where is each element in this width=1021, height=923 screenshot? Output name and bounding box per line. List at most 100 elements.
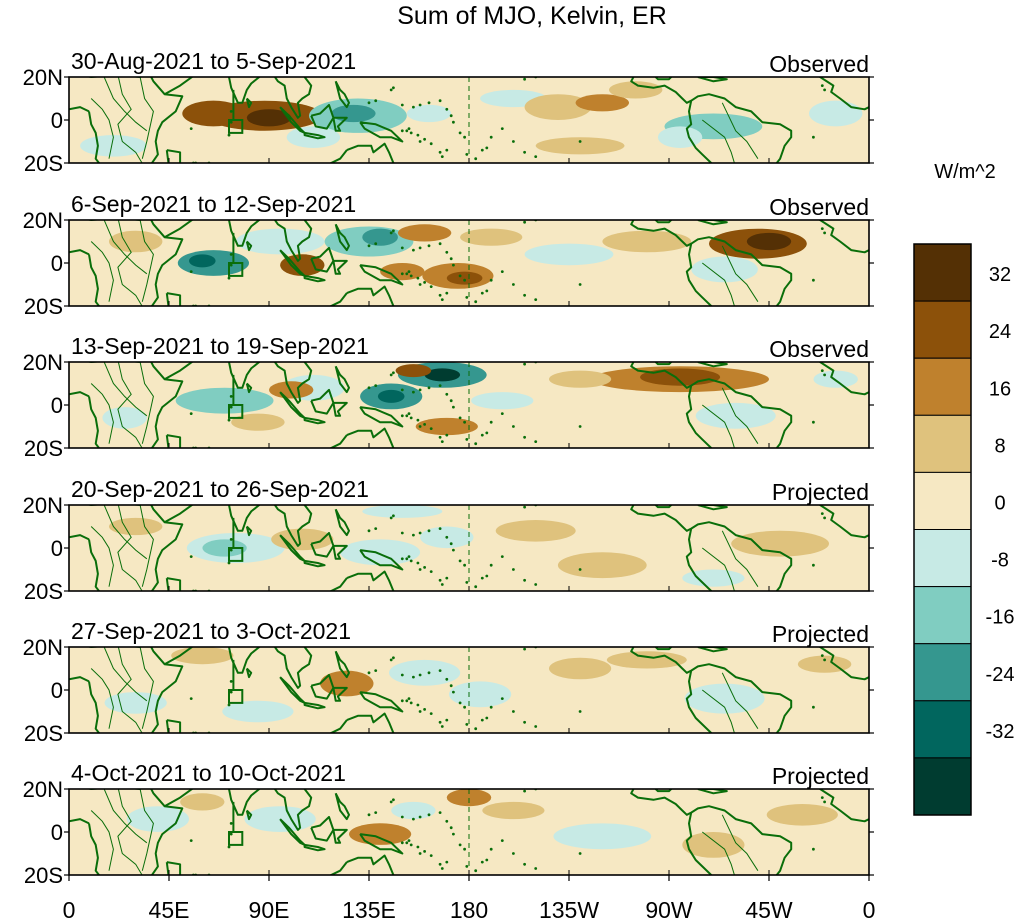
anomaly-blob: [482, 801, 545, 820]
island-dot: [474, 307, 477, 310]
lat-label: 20S: [24, 863, 63, 888]
anomaly-blob: [746, 232, 792, 251]
reference-box: [228, 119, 244, 134]
island-dot: [367, 244, 371, 248]
anomaly-blob: [880, 135, 947, 157]
country-border: [103, 362, 148, 417]
anomaly-blob: [340, 539, 421, 566]
coastline: [88, 823, 101, 875]
anomaly-blob: [395, 364, 432, 378]
coastline: [630, 77, 793, 163]
country-border: [701, 689, 735, 733]
anomaly-blob: [609, 81, 663, 99]
island-dot: [523, 720, 526, 724]
anomaly-blob: [553, 823, 652, 850]
coastline: [359, 264, 404, 286]
coastline: [303, 274, 326, 283]
panel-period: 6-Sep-2021 to 12-Sep-2021: [71, 191, 356, 217]
island-dot: [407, 697, 411, 700]
colorbar-swatch: [913, 300, 972, 359]
coastline: [654, 789, 673, 793]
island-dot: [452, 263, 455, 267]
island-dot: [465, 581, 469, 584]
reference-box: [228, 547, 244, 562]
anomaly-blob: [235, 228, 325, 255]
colorbar-frame: [913, 243, 972, 816]
anomaly-blob: [980, 793, 1021, 810]
anomaly-blob: [691, 256, 758, 283]
island-dot: [400, 129, 404, 133]
island-dot: [427, 386, 431, 390]
island-dot: [578, 852, 582, 855]
coastline: [69, 391, 90, 398]
island-dot: [519, 786, 522, 789]
anomaly-blob: [104, 692, 167, 714]
island-dot: [445, 433, 449, 437]
coastline: [328, 854, 396, 875]
island-dot: [578, 710, 582, 713]
island-dot: [416, 276, 420, 280]
coastline: [273, 647, 313, 689]
colorbar-swatch: [913, 586, 972, 645]
coastline: [303, 701, 326, 710]
coastline: [164, 220, 261, 247]
island-dot: [189, 697, 193, 700]
island-dot: [412, 675, 415, 679]
island-dot: [229, 680, 233, 683]
island-dot: [189, 127, 193, 130]
coastline: [818, 362, 869, 396]
island-dot: [409, 274, 413, 278]
island-dot: [229, 110, 233, 113]
coastline: [273, 220, 313, 262]
lat-label: 0: [51, 820, 63, 845]
coastline: [334, 650, 350, 679]
coastline: [697, 220, 728, 226]
island-dot: [423, 281, 426, 284]
anomaly-blob: [362, 505, 443, 518]
island-dot: [512, 425, 515, 428]
island-dot: [400, 557, 404, 561]
coastline: [303, 131, 326, 140]
country-border: [117, 647, 143, 733]
coastline: [164, 77, 261, 104]
island-dot: [534, 867, 538, 870]
lat-label: 20S: [24, 579, 63, 604]
island-dot: [400, 388, 404, 392]
island-dot: [474, 442, 478, 446]
island-dot: [445, 576, 449, 580]
country-border: [117, 789, 143, 875]
coastline: [630, 220, 793, 306]
anomaly-blob: [549, 657, 612, 680]
island-dot: [438, 150, 442, 154]
island-dot: [389, 373, 393, 377]
panel-5: 20N 0 20S 27-Sep-2021 to 3-Oct-2021 Projecte…: [23, 618, 874, 746]
island-dot: [440, 583, 444, 586]
island-dot: [474, 157, 478, 161]
island-dot: [400, 246, 404, 250]
island-dot: [229, 120, 233, 124]
island-dot: [519, 502, 522, 505]
colorbar-tick-label: -8: [991, 550, 1009, 572]
island-dot: [489, 420, 493, 424]
anomaly-blob: [535, 137, 625, 155]
island-dot: [227, 845, 231, 849]
island-dot: [530, 309, 533, 312]
country-border: [701, 547, 735, 591]
island-dot: [449, 826, 453, 830]
coastline: [685, 243, 713, 306]
island-dot: [427, 529, 431, 533]
coastline: [165, 292, 182, 306]
panel-period: 27-Sep-2021 to 3-Oct-2021: [71, 618, 351, 644]
anomaly-blob: [657, 126, 703, 148]
lat-label: 20N: [23, 65, 63, 90]
olr-anomaly-field: [69, 220, 869, 312]
island-dot: [534, 440, 538, 443]
reference-box: [228, 404, 244, 419]
island-dot: [389, 231, 393, 235]
island-dot: [412, 817, 415, 821]
colorbar-tick-label: -24: [986, 664, 1015, 686]
island-dot: [423, 566, 426, 569]
olr-anomaly-field: [69, 647, 869, 733]
reference-box: [228, 262, 244, 277]
island-dot: [392, 86, 395, 90]
